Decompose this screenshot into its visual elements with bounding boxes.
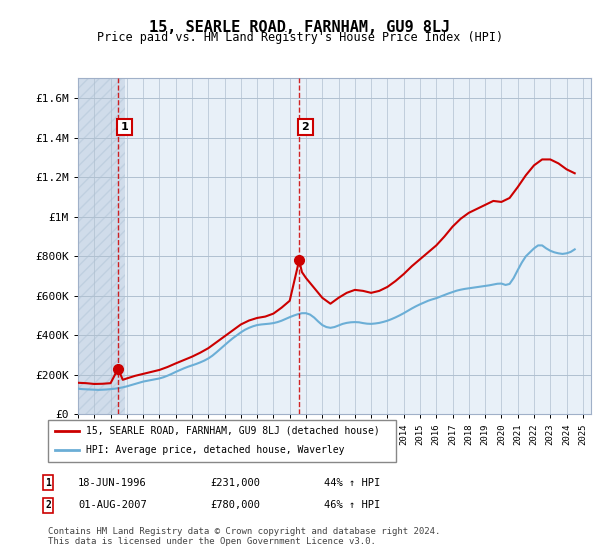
Text: 15, SEARLE ROAD, FARNHAM, GU9 8LJ: 15, SEARLE ROAD, FARNHAM, GU9 8LJ bbox=[149, 20, 451, 35]
Text: 18-JUN-1996: 18-JUN-1996 bbox=[78, 478, 147, 488]
Text: Contains HM Land Registry data © Crown copyright and database right 2024.
This d: Contains HM Land Registry data © Crown c… bbox=[48, 526, 440, 546]
Text: 1: 1 bbox=[121, 122, 128, 132]
Text: 44% ↑ HPI: 44% ↑ HPI bbox=[324, 478, 380, 488]
FancyBboxPatch shape bbox=[48, 420, 396, 462]
Bar bbox=[78, 78, 125, 414]
Text: 01-AUG-2007: 01-AUG-2007 bbox=[78, 500, 147, 510]
Text: £780,000: £780,000 bbox=[210, 500, 260, 510]
Text: 46% ↑ HPI: 46% ↑ HPI bbox=[324, 500, 380, 510]
Text: 2: 2 bbox=[302, 122, 310, 132]
Text: HPI: Average price, detached house, Waverley: HPI: Average price, detached house, Wave… bbox=[86, 445, 345, 455]
Text: Price paid vs. HM Land Registry's House Price Index (HPI): Price paid vs. HM Land Registry's House … bbox=[97, 31, 503, 44]
Text: 15, SEARLE ROAD, FARNHAM, GU9 8LJ (detached house): 15, SEARLE ROAD, FARNHAM, GU9 8LJ (detac… bbox=[86, 426, 380, 436]
Bar bbox=[78, 78, 125, 414]
Text: 2: 2 bbox=[45, 500, 51, 510]
Text: £231,000: £231,000 bbox=[210, 478, 260, 488]
Text: 1: 1 bbox=[45, 478, 51, 488]
